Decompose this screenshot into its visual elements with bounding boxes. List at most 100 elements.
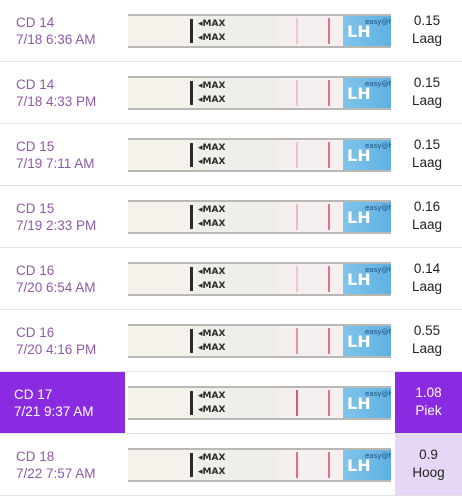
row-divider xyxy=(0,185,462,186)
brand-text: easy@home xyxy=(365,390,391,398)
test-result-row[interactable]: CD 157/19 7:11 AM◂MAX◂MAXLHeasy@home0.15… xyxy=(0,124,462,186)
cycle-day-label: CD 17 xyxy=(14,387,53,402)
lh-level-label: Laag xyxy=(411,93,443,108)
lh-level-label: Laag xyxy=(411,217,443,232)
control-line xyxy=(328,18,330,44)
brand-text: easy@home xyxy=(365,18,391,26)
lh-text: LH xyxy=(347,208,371,227)
control-line xyxy=(328,142,330,168)
lh-ratio-value: 0.15 xyxy=(413,13,441,28)
strip-handle xyxy=(128,140,196,170)
strip-max-line xyxy=(190,19,193,43)
timestamp-label: 7/21 9:37 AM xyxy=(14,404,94,419)
lh-text: LH xyxy=(347,456,371,475)
strip-max-line xyxy=(190,205,193,229)
max-marker: ◂MAX xyxy=(198,453,226,463)
lh-ratio-value: 0.14 xyxy=(413,261,441,276)
strip-handle xyxy=(128,16,196,46)
test-line xyxy=(296,328,298,354)
max-marker: ◂MAX xyxy=(198,33,226,43)
test-result-row[interactable]: CD 167/20 6:54 AM◂MAX◂MAXLHeasy@home0.14… xyxy=(0,248,462,310)
test-result-row[interactable]: CD 147/18 6:36 AM◂MAX◂MAXLHeasy@home0.15… xyxy=(0,0,462,62)
lh-text: LH xyxy=(347,394,371,413)
lh-level-label: Laag xyxy=(411,155,443,170)
date-cell: CD 14 7/18 6:36 AM xyxy=(0,0,125,62)
test-line xyxy=(296,80,298,106)
row-divider xyxy=(0,123,462,124)
result-window xyxy=(278,16,348,46)
max-marker: ◂MAX xyxy=(198,81,226,91)
lh-level-label: Laag xyxy=(411,341,443,356)
result-window xyxy=(278,202,348,232)
row-divider xyxy=(0,371,462,372)
test-result-row[interactable]: CD 157/19 2:33 PM◂MAX◂MAXLHeasy@home0.16… xyxy=(0,186,462,248)
max-marker: ◂MAX xyxy=(198,19,226,29)
lh-ratio-value: 0.15 xyxy=(413,137,441,152)
lh-text: LH xyxy=(347,270,371,289)
date-cell: CD 16 7/20 4:16 PM xyxy=(0,310,125,372)
timestamp-label: 7/19 7:11 AM xyxy=(16,156,95,171)
value-cell: 0.15 Laag xyxy=(392,0,462,62)
date-cell: CD 15 7/19 2:33 PM xyxy=(0,186,125,248)
strip-handle xyxy=(128,326,196,356)
brand-text: easy@home xyxy=(365,204,391,212)
test-result-row[interactable]: CD 167/20 4:16 PM◂MAX◂MAXLHeasy@home0.55… xyxy=(0,310,462,372)
cycle-day-label: CD 14 xyxy=(16,77,55,92)
strip-max-line xyxy=(190,267,193,291)
max-marker: ◂MAX xyxy=(198,329,226,339)
test-line xyxy=(296,18,298,44)
row-divider xyxy=(0,433,462,434)
control-line xyxy=(328,266,330,292)
date-cell: CD 15 7/19 7:11 AM xyxy=(0,124,125,186)
result-window xyxy=(278,264,348,294)
strip-max-line xyxy=(190,329,193,353)
timestamp-label: 7/18 6:36 AM xyxy=(16,32,96,47)
timestamp-label: 7/22 7:57 AM xyxy=(16,466,96,481)
max-marker: ◂MAX xyxy=(198,219,226,229)
control-line xyxy=(328,204,330,230)
lh-ratio-value: 0.55 xyxy=(413,323,441,338)
max-marker: ◂MAX xyxy=(198,343,226,353)
test-result-row[interactable]: CD 147/18 4:33 PM◂MAX◂MAXLHeasy@home0.15… xyxy=(0,62,462,124)
test-result-row[interactable]: CD 177/21 9:37 AM◂MAX◂MAXLHeasy@home1.08… xyxy=(0,372,462,434)
lh-level-label: Laag xyxy=(411,279,443,294)
result-window xyxy=(278,78,348,108)
lh-text: LH xyxy=(347,22,371,41)
strip-max-line xyxy=(190,143,193,167)
value-cell: 0.55 Laag xyxy=(392,310,462,372)
row-divider xyxy=(0,309,462,310)
result-window xyxy=(278,450,348,480)
strip-handle xyxy=(128,388,196,418)
lh-text: LH xyxy=(347,146,371,165)
max-marker: ◂MAX xyxy=(198,467,226,477)
test-line xyxy=(296,390,298,416)
date-cell: CD 14 7/18 4:33 PM xyxy=(0,62,125,124)
timestamp-label: 7/19 2:33 PM xyxy=(16,218,97,233)
test-line xyxy=(296,204,298,230)
max-marker: ◂MAX xyxy=(198,405,226,415)
timestamp-label: 7/20 4:16 PM xyxy=(16,342,97,357)
cycle-day-label: CD 15 xyxy=(16,139,55,154)
max-marker: ◂MAX xyxy=(198,143,226,153)
result-window xyxy=(278,140,348,170)
test-line xyxy=(296,142,298,168)
brand-text: easy@home xyxy=(365,452,391,460)
strip-max-line xyxy=(190,453,193,477)
cycle-day-label: CD 15 xyxy=(16,201,55,216)
brand-text: easy@home xyxy=(365,328,391,336)
cycle-day-label: CD 16 xyxy=(16,263,55,278)
lh-text: LH xyxy=(347,84,371,103)
